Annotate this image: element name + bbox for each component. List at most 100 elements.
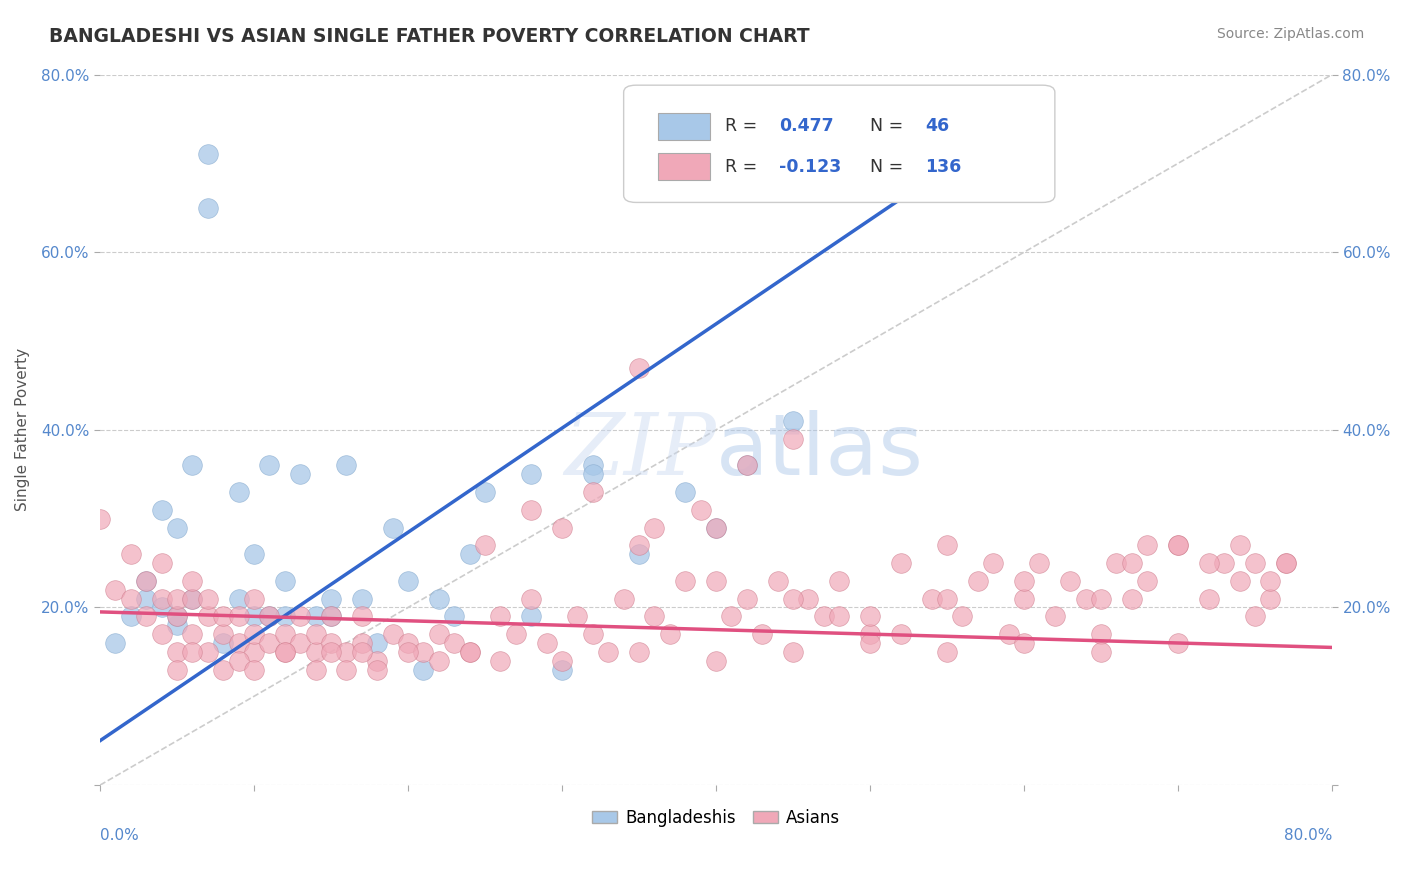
Point (1167, 538, 1189, 552)
Point (212, 636, 235, 650)
Point (135, 574, 157, 588)
Point (135, 609, 157, 624)
Text: -0.123: -0.123 (779, 158, 841, 176)
Point (274, 609, 297, 624)
Point (396, 645, 419, 659)
Point (966, 574, 988, 588)
Point (319, 609, 342, 624)
Point (1244, 556, 1267, 570)
Point (536, 636, 558, 650)
Point (1198, 591, 1220, 606)
Point (1012, 574, 1035, 588)
Point (582, 627, 605, 641)
Point (212, 627, 235, 641)
Point (335, 645, 357, 659)
Point (381, 520, 404, 534)
Point (135, 574, 157, 588)
Point (1090, 591, 1112, 606)
Point (828, 609, 851, 624)
Point (89, 511, 111, 525)
Legend: Bangladeshis, Asians: Bangladeshis, Asians (585, 802, 846, 834)
Point (412, 645, 434, 659)
Point (520, 502, 543, 516)
Point (427, 654, 450, 668)
Point (1074, 591, 1097, 606)
Point (1229, 574, 1251, 588)
Point (782, 414, 804, 428)
Point (505, 627, 527, 641)
Point (304, 663, 326, 677)
Point (290, 609, 312, 624)
Point (228, 485, 250, 500)
Point (335, 663, 357, 677)
Point (197, 201, 219, 215)
Point (489, 654, 512, 668)
Point (274, 574, 297, 588)
Point (1229, 538, 1251, 552)
Point (1244, 609, 1267, 624)
Point (381, 627, 404, 641)
Point (658, 627, 681, 641)
Point (243, 591, 266, 606)
Point (582, 485, 605, 500)
Point (921, 591, 943, 606)
Text: R =: R = (724, 158, 762, 176)
Point (1059, 574, 1081, 588)
Point (274, 627, 297, 641)
Point (643, 609, 665, 624)
Point (474, 538, 496, 552)
Point (828, 574, 851, 588)
Point (104, 582, 127, 597)
Point (1028, 556, 1050, 570)
Point (166, 591, 188, 606)
Point (782, 432, 804, 446)
Point (520, 609, 543, 624)
Point (396, 636, 419, 650)
Point (290, 467, 312, 482)
Point (166, 645, 188, 659)
Point (243, 627, 266, 641)
Point (628, 645, 651, 659)
Point (290, 636, 312, 650)
Point (1275, 556, 1298, 570)
Point (120, 609, 142, 624)
Point (443, 609, 465, 624)
Text: 80.0%: 80.0% (1284, 828, 1331, 843)
Bar (658, 153, 710, 180)
Point (259, 609, 281, 624)
Point (350, 591, 373, 606)
Point (197, 609, 219, 624)
Point (720, 609, 742, 624)
Point (1121, 556, 1143, 570)
Point (1275, 556, 1298, 570)
Point (197, 147, 219, 161)
Point (228, 654, 250, 668)
Point (689, 502, 711, 516)
Point (319, 591, 342, 606)
Point (319, 636, 342, 650)
Point (166, 520, 188, 534)
Point (813, 609, 835, 624)
Point (582, 467, 605, 482)
Point (936, 538, 959, 552)
Bar (658, 113, 710, 140)
Point (319, 609, 342, 624)
Point (350, 645, 373, 659)
Point (1105, 556, 1128, 570)
Point (582, 458, 605, 473)
Point (150, 591, 173, 606)
Point (259, 609, 281, 624)
Point (751, 627, 773, 641)
Point (643, 520, 665, 534)
Point (936, 645, 959, 659)
Y-axis label: Single Father Poverty: Single Father Poverty (15, 348, 30, 511)
Text: 46: 46 (925, 118, 949, 136)
Point (166, 663, 188, 677)
Point (228, 636, 250, 650)
Point (1090, 645, 1112, 659)
Point (735, 458, 758, 473)
Point (274, 645, 297, 659)
Point (228, 591, 250, 606)
Point (782, 645, 804, 659)
Point (859, 636, 882, 650)
